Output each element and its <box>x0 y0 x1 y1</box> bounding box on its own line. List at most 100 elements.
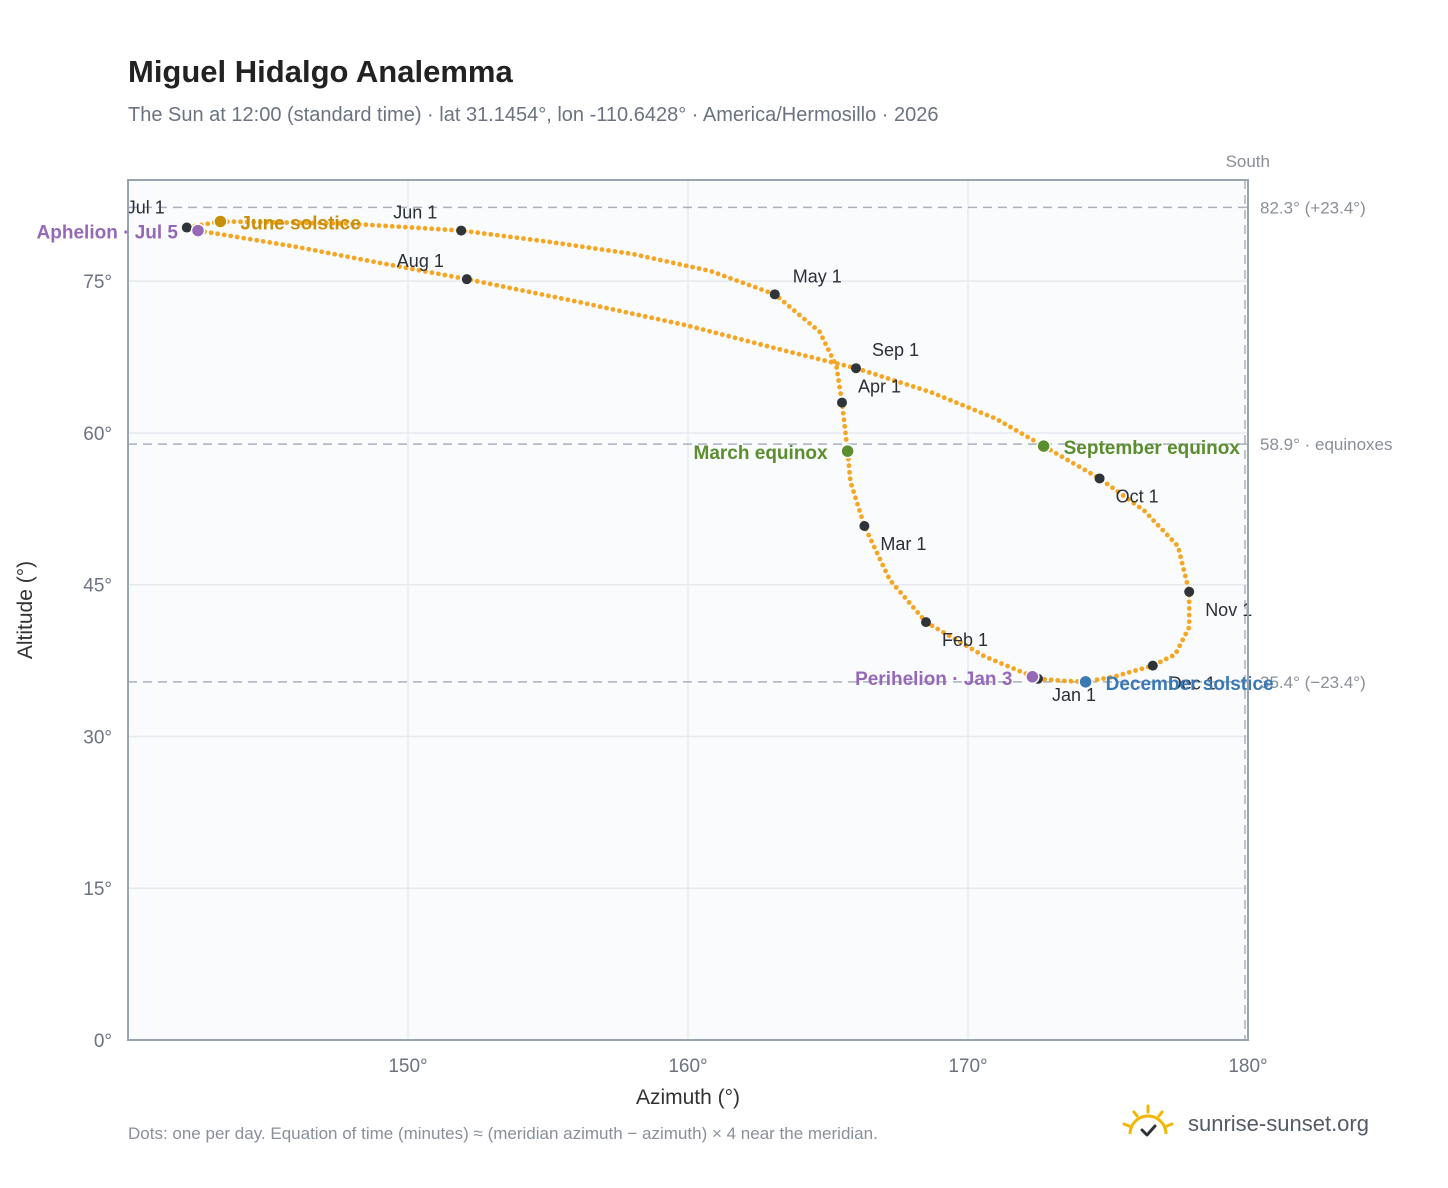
daily-sun-dot <box>297 220 303 226</box>
brand[interactable]: sunrise-sunset.org <box>1120 1102 1369 1146</box>
daily-sun-dot <box>859 514 864 520</box>
daily-sun-dot <box>350 221 356 227</box>
month-label: May 1 <box>793 266 842 286</box>
daily-sun-dot <box>823 341 828 347</box>
daily-sun-dot <box>547 239 553 245</box>
daily-sun-dot <box>837 384 843 390</box>
daily-sun-dot <box>815 356 821 362</box>
daily-sun-dot <box>812 325 817 330</box>
daily-sun-dot <box>606 248 611 253</box>
event-marker <box>840 443 855 459</box>
daily-sun-dot <box>978 410 984 416</box>
daily-sun-dot <box>917 386 922 391</box>
daily-sun-dot <box>264 219 270 225</box>
x-tick-label: 150° <box>388 1056 427 1077</box>
daily-sun-dot <box>1169 653 1175 659</box>
daily-sun-dot <box>488 231 494 237</box>
daily-sun-dot <box>843 437 849 442</box>
daily-sun-dot <box>1068 678 1074 684</box>
daily-sun-dot <box>847 469 852 475</box>
daily-sun-dot <box>487 281 493 287</box>
daily-sun-dot <box>1157 659 1163 665</box>
daily-sun-dot <box>984 412 990 418</box>
daily-sun-dot <box>1186 625 1192 631</box>
daily-sun-dot <box>740 280 746 286</box>
daily-sun-dot <box>1101 676 1106 681</box>
month-label: Oct 1 <box>1116 486 1159 506</box>
daily-sun-dot <box>208 230 214 236</box>
daily-sun-dot <box>241 235 247 241</box>
daily-sun-dot <box>713 330 719 336</box>
daily-sun-dot <box>1115 489 1121 495</box>
daily-sun-dot <box>871 544 877 550</box>
daily-sun-dot <box>325 250 331 256</box>
daily-sun-dot <box>866 532 872 538</box>
daily-sun-dot <box>802 316 807 322</box>
daily-sun-dot <box>781 299 787 305</box>
daily-sun-dot <box>422 225 428 231</box>
month-marker <box>1094 473 1105 484</box>
month-marker <box>859 521 870 532</box>
daily-sun-dot <box>668 319 674 325</box>
daily-sun-dot <box>935 392 941 398</box>
event-label: Aphelion · Jul 5 <box>37 223 179 244</box>
x-tick-label: 170° <box>948 1056 987 1077</box>
daily-sun-dot <box>838 391 844 397</box>
daily-sun-dot <box>435 226 441 232</box>
daily-sun-dot <box>1070 460 1076 466</box>
daily-sun-dot <box>1094 677 1100 683</box>
daily-sun-dot <box>403 265 409 271</box>
daily-sun-dot <box>306 246 312 252</box>
daily-sun-dot <box>553 240 559 246</box>
daily-sun-dot <box>629 311 635 317</box>
daily-sun-dot <box>1013 427 1019 433</box>
daily-sun-dot <box>842 423 848 429</box>
daily-sun-dot <box>898 589 903 595</box>
daily-sun-dot <box>855 501 860 507</box>
daily-sun-dot <box>759 287 764 292</box>
daily-sun-dot <box>332 251 338 257</box>
daily-sun-dot <box>1176 547 1182 553</box>
daily-sun-dot <box>610 307 616 312</box>
daily-sun-dot <box>1030 437 1036 443</box>
daily-sun-dot <box>835 361 840 367</box>
daily-sun-dot <box>494 232 500 238</box>
daily-sun-dot <box>739 337 744 342</box>
daily-sun-dot <box>1163 656 1169 662</box>
daily-sun-dot <box>828 353 834 358</box>
daily-sun-dot <box>448 273 454 279</box>
daily-sun-dot <box>271 219 276 225</box>
daily-sun-dot <box>732 335 738 341</box>
daily-sun-dot <box>591 302 597 308</box>
daily-sun-dot <box>752 284 758 290</box>
daily-sun-dot <box>638 253 644 259</box>
daily-sun-dot <box>1107 675 1113 680</box>
daily-sun-dot <box>442 227 448 232</box>
event-label: December solstice <box>1106 674 1274 695</box>
daily-sun-dot <box>1186 599 1192 605</box>
daily-sun-dot <box>758 342 764 347</box>
daily-sun-dot <box>765 289 771 295</box>
meridian-label: South <box>1226 152 1270 171</box>
month-marker <box>181 222 192 233</box>
daily-sun-dot <box>1155 522 1161 528</box>
daily-sun-dot <box>929 623 935 629</box>
daily-sun-dot <box>849 482 854 488</box>
daily-sun-dot <box>746 282 752 288</box>
footnote: Dots: one per day. Equation of time (min… <box>128 1124 878 1143</box>
daily-sun-dot <box>286 243 292 249</box>
daily-sun-dot <box>623 309 629 315</box>
daily-sun-dot <box>579 244 585 250</box>
daily-sun-dot <box>960 402 965 408</box>
daily-sun-dot <box>1048 677 1054 683</box>
daily-sun-dot <box>675 321 680 326</box>
daily-sun-dot <box>612 249 618 254</box>
daily-sun-dot <box>584 301 590 307</box>
daily-sun-dot <box>952 636 958 642</box>
daily-sun-dot <box>260 238 266 244</box>
daily-sun-dot <box>883 568 888 574</box>
daily-sun-dot <box>429 226 435 232</box>
daily-sun-dot <box>573 243 579 249</box>
daily-sun-dot <box>383 223 388 229</box>
daily-sun-dot <box>377 260 383 266</box>
